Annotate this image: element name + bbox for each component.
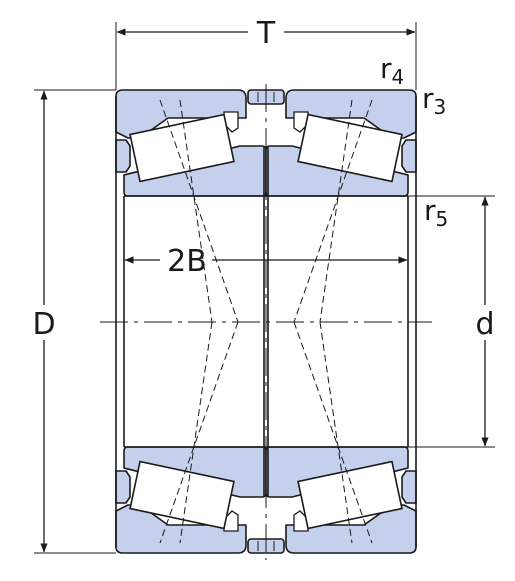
- contact-lines: [159, 99, 373, 544]
- dimension-d: d: [408, 195, 495, 448]
- label-d: d: [475, 307, 494, 342]
- quadrant-upper-left: [115, 89, 267, 197]
- label-2B: 2B: [167, 244, 207, 279]
- quadrant-upper-right: [265, 89, 417, 197]
- quadrant-lower-right: [265, 446, 417, 554]
- quadrant-lower-left: [115, 446, 267, 554]
- label-r4: r4: [380, 52, 404, 89]
- label-D: D: [32, 307, 55, 342]
- label-r3: r3: [422, 82, 446, 119]
- label-T: T: [256, 16, 276, 51]
- dimension-2B: 2B: [124, 244, 408, 279]
- dimension-T: T: [115, 16, 417, 90]
- dimension-D: D: [32, 89, 116, 554]
- label-r5: r5: [424, 194, 448, 231]
- center-lines: [100, 84, 432, 560]
